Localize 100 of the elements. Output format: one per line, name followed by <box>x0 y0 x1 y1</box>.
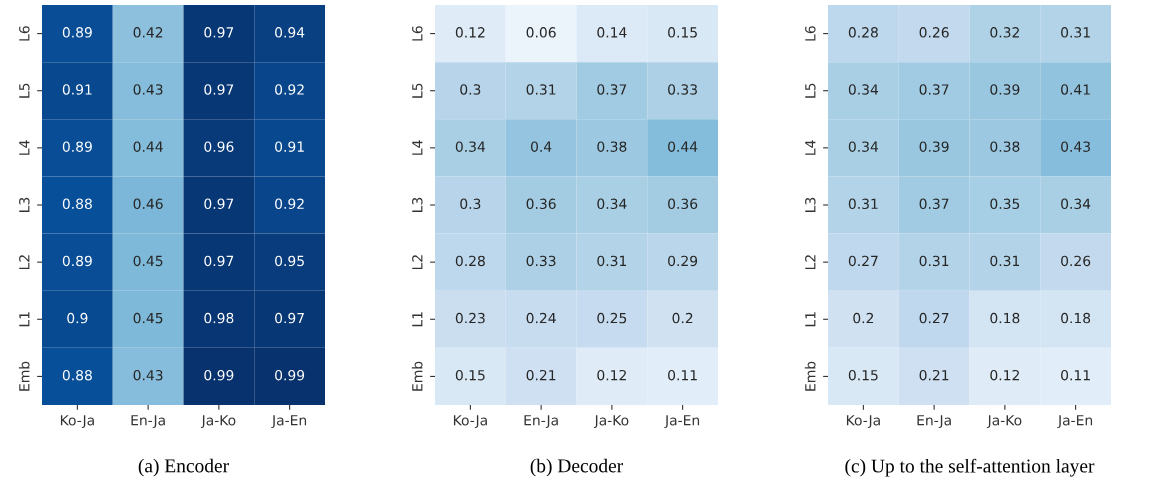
data-label: 0.91 <box>275 141 304 152</box>
x-tick-label: En-Ja <box>917 415 951 429</box>
data-label: 0.34 <box>1061 198 1091 210</box>
data-label: 0.37 <box>919 84 949 95</box>
data-label: 0.27 <box>919 312 949 324</box>
data-label: 0.97 <box>204 27 234 38</box>
data-label: 0.44 <box>668 141 698 152</box>
data-label: 0.28 <box>848 27 878 38</box>
y-tick-label: L3 <box>805 197 816 212</box>
data-label: 0.31 <box>990 255 1020 267</box>
x-tick-label: Ja-Ko <box>593 415 629 429</box>
data-label: 0.34 <box>848 141 879 152</box>
y-tick-label: L4 <box>805 140 816 155</box>
data-label: 0.28 <box>455 255 485 267</box>
data-label: 0.3 <box>460 198 481 210</box>
data-label: 0.37 <box>597 84 627 95</box>
data-label: 0.38 <box>990 141 1020 152</box>
data-label: 0.34 <box>455 141 486 152</box>
data-label: 0.89 <box>62 141 92 152</box>
data-label: 0.34 <box>597 198 627 210</box>
y-tick-label: L6 <box>19 26 30 41</box>
data-label: 0.15 <box>668 27 697 38</box>
y-tick-label: Emb <box>804 361 816 391</box>
data-label: 0.43 <box>1061 141 1090 152</box>
data-label: 0.92 <box>275 84 304 95</box>
data-label: 0.11 <box>668 369 697 381</box>
x-tick-label: Ko-Ja <box>846 415 880 429</box>
y-tick-label: L2 <box>19 255 30 270</box>
y-tick-label: L1 <box>19 312 30 327</box>
y-tick-label: L3 <box>412 197 423 212</box>
y-tick-label: L5 <box>19 83 30 98</box>
data-label: 0.89 <box>62 27 92 38</box>
data-label: 0.95 <box>275 255 304 267</box>
data-label: 0.31 <box>597 255 627 267</box>
x-tick-label: Ko-Ja <box>60 415 94 429</box>
data-label: 0.89 <box>62 255 92 267</box>
data-label: 0.88 <box>62 198 92 210</box>
data-label: 0.33 <box>668 84 697 95</box>
y-tick-label: L2 <box>412 255 423 270</box>
y-tick-label: L5 <box>805 83 816 98</box>
data-label: 0.26 <box>919 27 949 38</box>
data-label: 0.43 <box>133 369 163 381</box>
data-label: 0.2 <box>672 312 693 324</box>
y-tick-label: L4 <box>19 140 30 155</box>
data-label: 0.11 <box>1061 369 1090 381</box>
data-label: 0.45 <box>133 312 163 324</box>
data-label: 0.12 <box>990 369 1019 381</box>
y-tick-label: Emb <box>411 361 423 391</box>
data-label: 0.29 <box>668 255 698 267</box>
data-label: 0.3 <box>460 84 481 95</box>
data-label: 0.36 <box>526 198 556 210</box>
data-label: 0.23 <box>455 312 485 324</box>
data-label: 0.12 <box>455 27 485 38</box>
data-label: 0.42 <box>133 27 163 38</box>
data-label: 0.96 <box>204 141 234 152</box>
data-label: 0.38 <box>597 141 627 152</box>
y-tick-label: L4 <box>412 140 423 155</box>
x-axis-title: (b) Decoder <box>530 458 624 477</box>
x-tick-label: Ja-En <box>271 415 307 429</box>
data-label: 0.99 <box>204 369 234 381</box>
x-tick-label: Ja-En <box>664 415 700 429</box>
data-label: 0.33 <box>526 255 556 267</box>
x-tick-label: En-Ja <box>131 415 165 429</box>
data-label: 0.31 <box>526 84 556 95</box>
data-label: 0.31 <box>919 255 949 267</box>
data-label: 0.31 <box>848 198 878 210</box>
data-label: 0.06 <box>526 27 556 38</box>
data-label: 0.97 <box>275 312 304 324</box>
data-label: 0.97 <box>204 84 234 95</box>
data-label: 0.88 <box>62 369 92 381</box>
data-label: 0.35 <box>990 198 1020 210</box>
data-label: 0.94 <box>275 27 305 38</box>
data-label: 0.44 <box>133 141 163 152</box>
data-label: 0.18 <box>1061 312 1091 324</box>
data-label: 0.36 <box>668 198 698 210</box>
y-tick-label: L1 <box>412 312 423 327</box>
data-label: 0.25 <box>597 312 627 324</box>
y-tick-label: L2 <box>805 255 816 270</box>
data-label: 0.21 <box>526 369 556 381</box>
data-label: 0.12 <box>597 369 626 381</box>
data-label: 0.24 <box>526 312 556 324</box>
data-label: 0.98 <box>204 312 234 324</box>
x-axis-title: (a) Encoder <box>138 458 229 477</box>
data-label: 0.97 <box>204 255 234 267</box>
data-label: 0.97 <box>204 198 234 210</box>
data-label: 0.4 <box>531 141 552 152</box>
data-label: 0.43 <box>133 84 163 95</box>
x-tick-label: Ja-En <box>1057 415 1093 429</box>
y-tick-label: L3 <box>19 197 30 212</box>
data-label: 0.34 <box>848 84 879 95</box>
x-tick-label: Ko-Ja <box>453 415 487 429</box>
x-tick-label: En-Ja <box>524 415 558 429</box>
y-tick-label: L6 <box>805 26 816 41</box>
data-label: 0.91 <box>62 84 92 95</box>
data-label: 0.26 <box>1061 255 1091 267</box>
x-tick-label: Ja-Ko <box>986 415 1022 429</box>
data-label: 0.31 <box>1061 27 1090 38</box>
data-label: 0.2 <box>853 312 874 324</box>
x-axis-title: (c) Up to the self-attention layer <box>845 458 1095 477</box>
y-tick-label: L1 <box>805 312 816 327</box>
